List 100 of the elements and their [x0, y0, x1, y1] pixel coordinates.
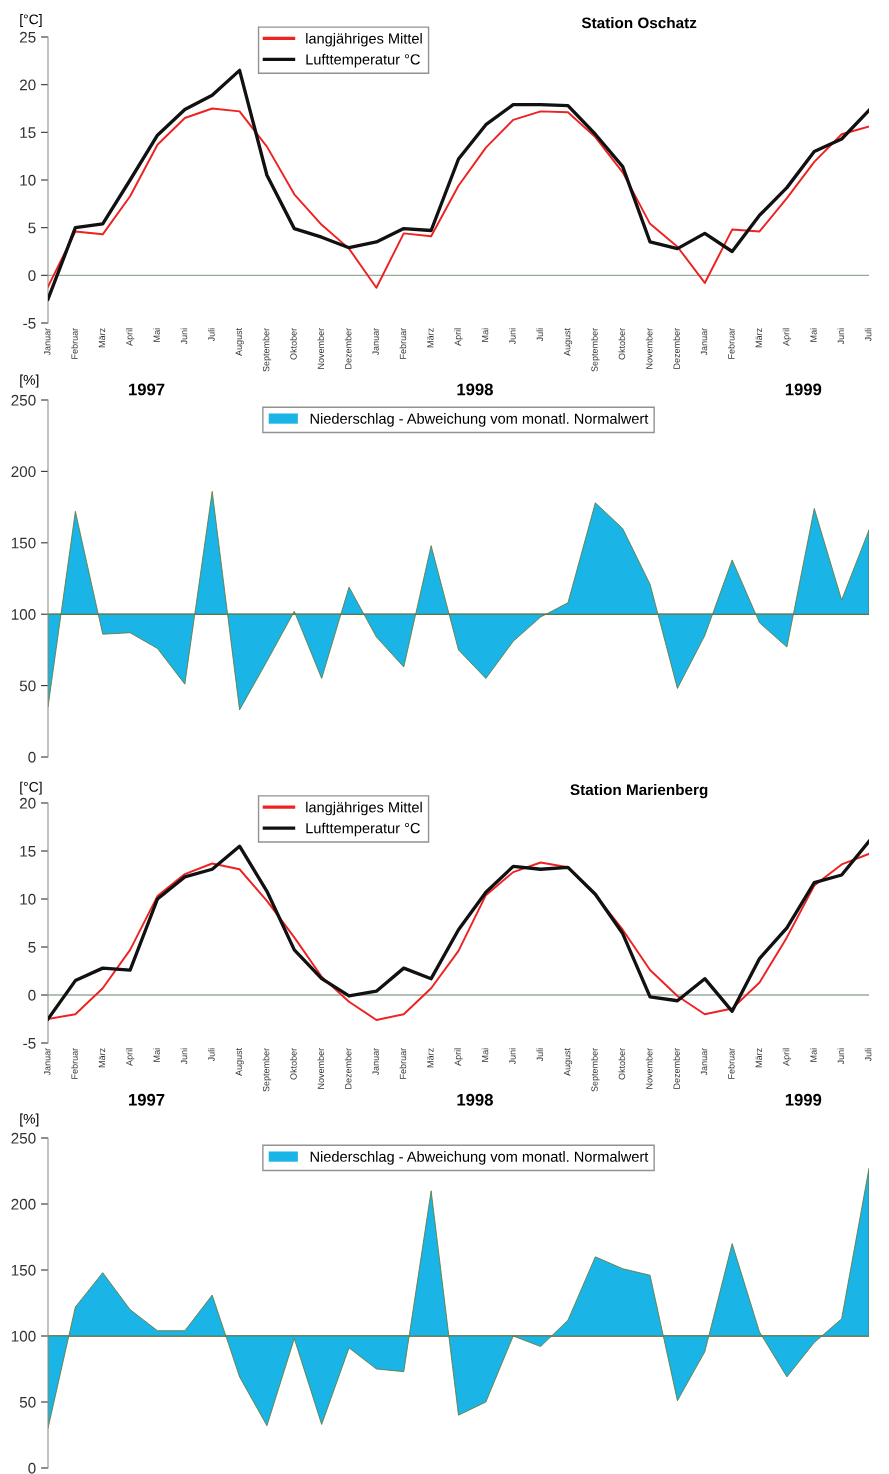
x-tick-label: April: [782, 1048, 792, 1066]
text: 1998: [457, 383, 493, 396]
chart-title: Station Oschatz: [581, 17, 697, 29]
x-tick-label: August: [235, 327, 244, 356]
x-tick-label: Januar: [372, 1048, 379, 1076]
y-tick-label: 0: [28, 270, 36, 282]
x-tick-label: Dezember: [344, 1048, 352, 1089]
x-tick-label: Mai: [810, 328, 817, 342]
x-tick-label: Mai: [153, 1048, 160, 1062]
x-tick-label: März: [755, 328, 762, 348]
x-tick-label: Mai: [810, 1048, 817, 1062]
x-tick-label: November: [317, 328, 325, 369]
y-tick-label: 200: [11, 466, 36, 478]
x-tick-label: Juli: [207, 1048, 215, 1062]
x-tick-label: Februar: [727, 328, 735, 359]
legend-label: Niederschlag - Abweichung vom monatl. Normalwert: [310, 1151, 649, 1165]
x-tick-label: Juni: [180, 328, 188, 345]
y-tick-label: 20: [19, 79, 36, 91]
y-tick-label: 0: [28, 751, 36, 763]
x-tick-label: Oktober: [290, 1048, 297, 1080]
y-tick-label: 250: [11, 1132, 36, 1144]
x-tick-label: August: [564, 327, 573, 356]
x-tick-label: Juni: [837, 1048, 845, 1065]
y-tick-label: 5: [28, 222, 36, 234]
x-tick-label: Mai: [481, 328, 489, 342]
x-tick-label: Januar: [44, 328, 51, 356]
x-tick-label: Februar: [71, 328, 78, 359]
text: 1997: [129, 1093, 165, 1106]
x-tick-label: Juni: [837, 328, 845, 345]
x-tick-label: Dezember: [673, 328, 680, 369]
legend-label: Lufttemperatur °C: [306, 822, 420, 837]
x-tick-label: Januar: [372, 328, 379, 356]
y-tick-label: 25: [19, 31, 36, 43]
y-axis-title: [%]: [20, 374, 39, 388]
y-tick-label: 10: [20, 174, 36, 186]
x-tick-label: August: [564, 1047, 573, 1076]
x-tick-label: November: [645, 328, 653, 369]
legend-label: Lufttemperatur °C: [306, 53, 420, 68]
y-axis-title: [°C]: [20, 14, 42, 27]
x-tick-label: Januar: [44, 1048, 51, 1076]
y-tick-label: 200: [11, 1198, 36, 1210]
x-tick-label: Juli: [536, 1048, 544, 1062]
x-tick-label: Oktober: [290, 328, 297, 360]
x-tick-label: Februar: [399, 328, 407, 359]
x-tick-label: Juni: [509, 1048, 516, 1065]
x-tick-label: März: [755, 1048, 762, 1068]
y-tick-label: 0: [28, 989, 36, 1001]
x-tick-label: Juli: [864, 328, 872, 342]
text: 1999: [785, 383, 822, 396]
x-tick-label: Juli: [536, 328, 544, 342]
y-tick-label: 100: [11, 609, 36, 620]
y-tick-label: 100: [11, 1330, 36, 1342]
x-tick-label: Februar: [727, 1048, 735, 1079]
y-tick-label: 10: [20, 893, 36, 905]
x-tick-label: Januar: [700, 1048, 708, 1076]
x-tick-label: März: [98, 328, 106, 348]
x-tick-label: Februar: [399, 1048, 407, 1079]
chart-title: Station Marienberg: [570, 783, 708, 799]
x-tick-label: April: [454, 328, 463, 346]
legend-label: langjähriges Mittel: [306, 801, 422, 816]
y-tick-label: -5: [23, 318, 36, 329]
x-tick-label: März: [427, 1048, 434, 1068]
x-tick-label: November: [317, 1048, 325, 1089]
y-tick-label: 5: [28, 942, 36, 953]
text: 1998: [457, 1093, 493, 1106]
x-tick-label: September: [262, 328, 272, 372]
x-tick-label: Mai: [153, 328, 160, 342]
x-tick-label: Juni: [509, 328, 516, 345]
x-tick-label: Oktober: [618, 1048, 626, 1080]
y-tick-label: -5: [23, 1038, 36, 1049]
x-tick-label: April: [125, 1048, 135, 1066]
x-tick-label: September: [262, 1048, 272, 1092]
x-tick-label: Juli: [207, 328, 215, 342]
x-tick-label: Februar: [71, 1048, 78, 1079]
y-axis-title: [%]: [20, 1113, 39, 1127]
y-tick-label: 150: [11, 537, 36, 549]
text: 1999: [785, 1093, 822, 1106]
legend-label: langjähriges Mittel: [306, 32, 422, 47]
y-tick-label: 20: [19, 797, 36, 809]
x-tick-label: März: [427, 328, 434, 348]
legend-label: Niederschlag - Abweichung vom monatl. Normalwert: [310, 413, 649, 427]
y-axis-title: [°C]: [20, 781, 42, 795]
x-tick-label: Dezember: [673, 1048, 680, 1089]
x-tick-label: Mai: [481, 1048, 489, 1062]
y-tick-label: 250: [11, 394, 36, 406]
y-tick-label: 0: [28, 1462, 36, 1474]
x-tick-label: März: [98, 1048, 106, 1068]
x-tick-label: September: [591, 328, 600, 372]
x-tick-label: September: [591, 1048, 600, 1092]
x-tick-label: Dezember: [344, 328, 352, 369]
y-tick-label: 15: [20, 846, 36, 857]
y-tick-label: 150: [11, 1264, 36, 1276]
x-tick-label: Oktober: [618, 328, 626, 360]
y-tick-label: 50: [19, 1396, 36, 1408]
x-tick-label: Januar: [700, 328, 708, 356]
x-tick-label: August: [235, 1047, 244, 1076]
x-tick-label: April: [454, 1048, 463, 1066]
x-tick-label: Juni: [180, 1048, 188, 1065]
x-tick-label: April: [125, 328, 135, 346]
x-tick-label: November: [645, 1048, 653, 1089]
